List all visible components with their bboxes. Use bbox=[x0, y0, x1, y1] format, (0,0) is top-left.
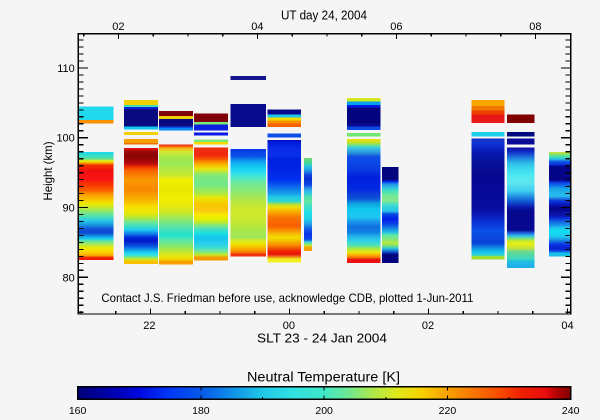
svg-text:04: 04 bbox=[251, 21, 263, 33]
svg-text:110: 110 bbox=[57, 63, 75, 75]
svg-text:22: 22 bbox=[143, 320, 155, 332]
svg-text:00: 00 bbox=[283, 320, 295, 332]
svg-text:04: 04 bbox=[561, 320, 573, 332]
svg-text:06: 06 bbox=[390, 21, 402, 33]
svg-text:02: 02 bbox=[112, 21, 124, 33]
svg-text:08: 08 bbox=[529, 21, 541, 33]
svg-text:Neutral Temperature [K]: Neutral Temperature [K] bbox=[247, 370, 400, 385]
svg-text:Height (km): Height (km) bbox=[41, 142, 55, 201]
svg-text:200: 200 bbox=[315, 405, 333, 417]
svg-text:80: 80 bbox=[63, 272, 75, 284]
svg-text:160: 160 bbox=[69, 405, 87, 417]
svg-text:100: 100 bbox=[56, 133, 74, 145]
svg-text:240: 240 bbox=[562, 405, 580, 417]
svg-text:220: 220 bbox=[439, 405, 457, 417]
svg-text:UT day 24, 2004: UT day 24, 2004 bbox=[281, 9, 367, 23]
svg-text:SLT 23 - 24 Jan 2004: SLT 23 - 24 Jan 2004 bbox=[257, 332, 387, 346]
svg-text:02: 02 bbox=[422, 320, 434, 332]
svg-text:90: 90 bbox=[63, 203, 75, 215]
svg-text:Contact J.S. Friedman before u: Contact J.S. Friedman before use, acknow… bbox=[101, 291, 473, 305]
svg-text:180: 180 bbox=[192, 405, 210, 417]
